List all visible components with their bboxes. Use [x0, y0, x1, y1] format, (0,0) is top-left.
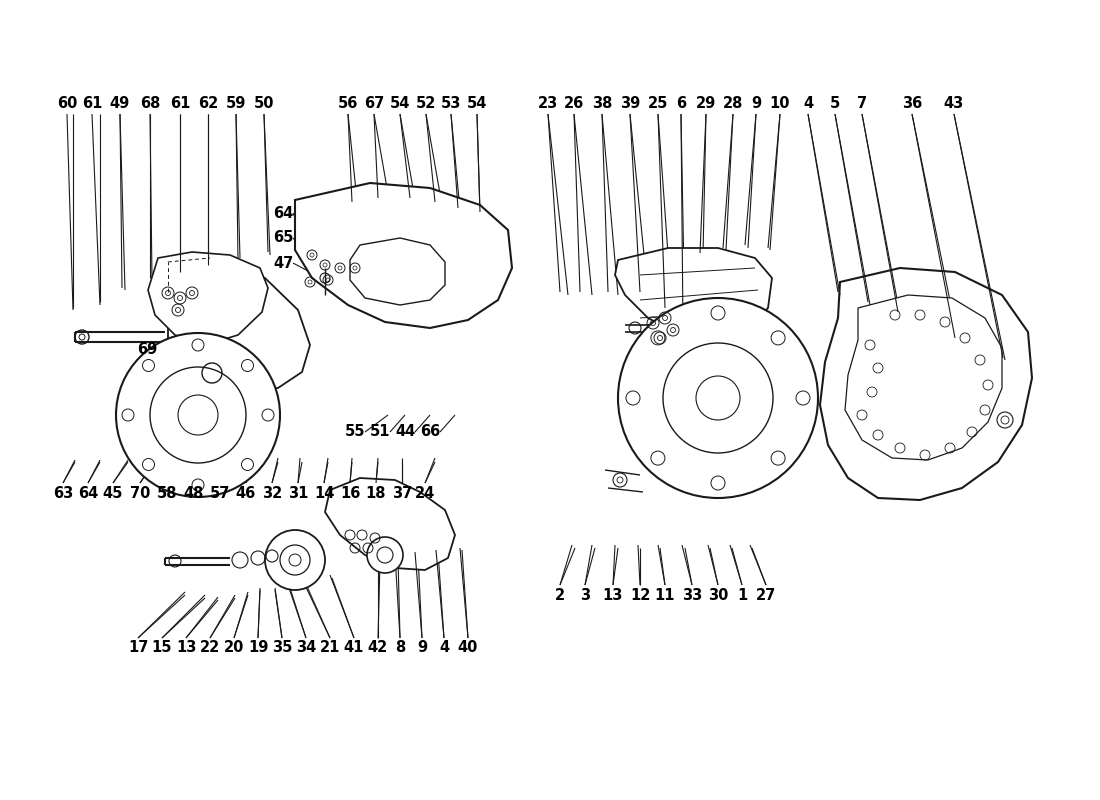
- Text: 44: 44: [395, 425, 415, 439]
- Text: 23: 23: [538, 95, 558, 110]
- Text: 64: 64: [273, 206, 293, 221]
- Text: 38: 38: [592, 95, 613, 110]
- Text: 62: 62: [198, 95, 218, 110]
- Text: 33: 33: [682, 587, 702, 602]
- Text: 32: 32: [262, 486, 282, 501]
- Polygon shape: [168, 268, 310, 390]
- Text: 15: 15: [152, 641, 173, 655]
- Text: 48: 48: [184, 486, 205, 501]
- Text: 41: 41: [344, 641, 364, 655]
- Polygon shape: [324, 478, 455, 570]
- Text: 11: 11: [654, 587, 675, 602]
- Text: 22: 22: [200, 641, 220, 655]
- Text: 43: 43: [944, 95, 964, 110]
- Text: 5: 5: [829, 95, 840, 110]
- Circle shape: [265, 530, 324, 590]
- Text: 1: 1: [737, 587, 747, 602]
- Text: 2: 2: [554, 587, 565, 602]
- Text: 69: 69: [136, 342, 157, 358]
- Circle shape: [618, 298, 818, 498]
- Text: 49: 49: [110, 95, 130, 110]
- Text: 17: 17: [128, 641, 148, 655]
- Text: 13: 13: [603, 587, 624, 602]
- Text: 70: 70: [130, 486, 151, 501]
- Text: 20: 20: [223, 641, 244, 655]
- Text: 54: 54: [466, 95, 487, 110]
- Text: 10: 10: [770, 95, 790, 110]
- Text: 6: 6: [675, 95, 686, 110]
- Text: 34: 34: [296, 641, 316, 655]
- Text: 63: 63: [53, 486, 73, 501]
- Polygon shape: [148, 252, 268, 345]
- Text: 42: 42: [367, 641, 388, 655]
- Text: 26: 26: [564, 95, 584, 110]
- Polygon shape: [820, 268, 1032, 500]
- Polygon shape: [845, 295, 1002, 460]
- Text: 57: 57: [210, 486, 230, 501]
- Text: 27: 27: [756, 587, 777, 602]
- Text: 36: 36: [902, 95, 922, 110]
- Circle shape: [367, 537, 403, 573]
- Text: 65: 65: [273, 230, 294, 246]
- Text: 50: 50: [254, 95, 274, 110]
- Text: 24: 24: [415, 486, 436, 501]
- Text: 14: 14: [314, 486, 334, 501]
- Text: 68: 68: [140, 95, 161, 110]
- Text: 54: 54: [389, 95, 410, 110]
- Text: 46: 46: [235, 486, 256, 501]
- Text: 9: 9: [751, 95, 761, 110]
- Text: 4: 4: [439, 641, 449, 655]
- Text: 12: 12: [630, 587, 650, 602]
- Text: 37: 37: [392, 486, 412, 501]
- Text: 9: 9: [417, 641, 427, 655]
- Text: 45: 45: [102, 486, 123, 501]
- Text: 16: 16: [340, 486, 360, 501]
- Text: 51: 51: [370, 425, 390, 439]
- Text: 13: 13: [176, 641, 196, 655]
- Text: 31: 31: [288, 486, 308, 501]
- Text: 39: 39: [620, 95, 640, 110]
- Text: 47: 47: [273, 255, 293, 270]
- Text: 52: 52: [416, 95, 437, 110]
- Text: 61: 61: [81, 95, 102, 110]
- Text: 18: 18: [365, 486, 386, 501]
- Text: 66: 66: [420, 425, 440, 439]
- Text: 58: 58: [156, 486, 177, 501]
- Text: 8: 8: [395, 641, 405, 655]
- Polygon shape: [350, 238, 446, 305]
- Text: 3: 3: [580, 587, 590, 602]
- Text: 28: 28: [723, 95, 744, 110]
- Text: 30: 30: [707, 587, 728, 602]
- Text: 19: 19: [248, 641, 268, 655]
- Text: 35: 35: [272, 641, 293, 655]
- Text: 67: 67: [364, 95, 384, 110]
- Circle shape: [116, 333, 280, 497]
- Text: 59: 59: [226, 95, 246, 110]
- Text: 4: 4: [803, 95, 813, 110]
- Text: 40: 40: [458, 641, 478, 655]
- Text: 25: 25: [648, 95, 668, 110]
- Text: 61: 61: [169, 95, 190, 110]
- Text: 55: 55: [344, 425, 365, 439]
- Polygon shape: [615, 248, 772, 338]
- Polygon shape: [295, 183, 512, 328]
- Text: 53: 53: [441, 95, 461, 110]
- Text: 64: 64: [78, 486, 98, 501]
- Text: 56: 56: [338, 95, 359, 110]
- Text: 21: 21: [320, 641, 340, 655]
- Text: 7: 7: [857, 95, 867, 110]
- Text: 29: 29: [696, 95, 716, 110]
- Text: 60: 60: [57, 95, 77, 110]
